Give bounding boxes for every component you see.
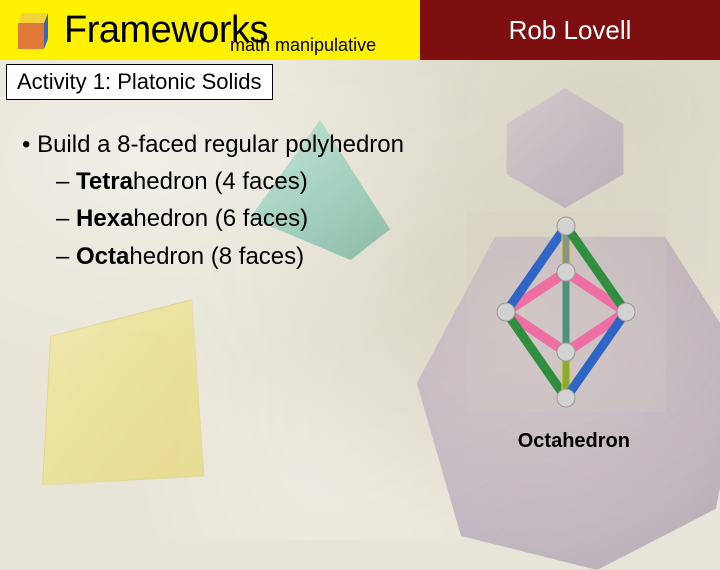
header-bar: Frameworks math manipulative Rob Lovell	[0, 0, 720, 60]
main-bullet: Build a 8-faced regular polyhedron	[22, 126, 698, 163]
header-right: Rob Lovell	[420, 0, 720, 60]
activity-label: Activity 1: Platonic Solids	[6, 64, 273, 100]
sub2-bold: Hexa	[76, 205, 133, 232]
sub-item-1: Tetrahedron (4 faces)	[22, 163, 698, 200]
brand-subtitle: math manipulative	[230, 35, 376, 56]
sub1-rest: hedron (4 faces)	[133, 168, 308, 195]
sub3-bold: Octa	[76, 243, 129, 270]
octahedron-model	[466, 212, 666, 412]
activity-text: Activity 1: Platonic Solids	[17, 69, 262, 94]
logo-cube-icon	[10, 7, 56, 53]
sub1-bold: Tetra	[76, 168, 133, 195]
main-bullet-text: Build a 8-faced regular polyhedron	[37, 131, 404, 158]
sub3-rest: hedron (8 faces)	[129, 243, 304, 270]
header-left: Frameworks math manipulative	[0, 0, 420, 60]
author-name: Rob Lovell	[509, 15, 632, 46]
sub2-rest: hedron (6 faces)	[133, 205, 308, 232]
figure-caption: Octahedron	[518, 430, 630, 453]
